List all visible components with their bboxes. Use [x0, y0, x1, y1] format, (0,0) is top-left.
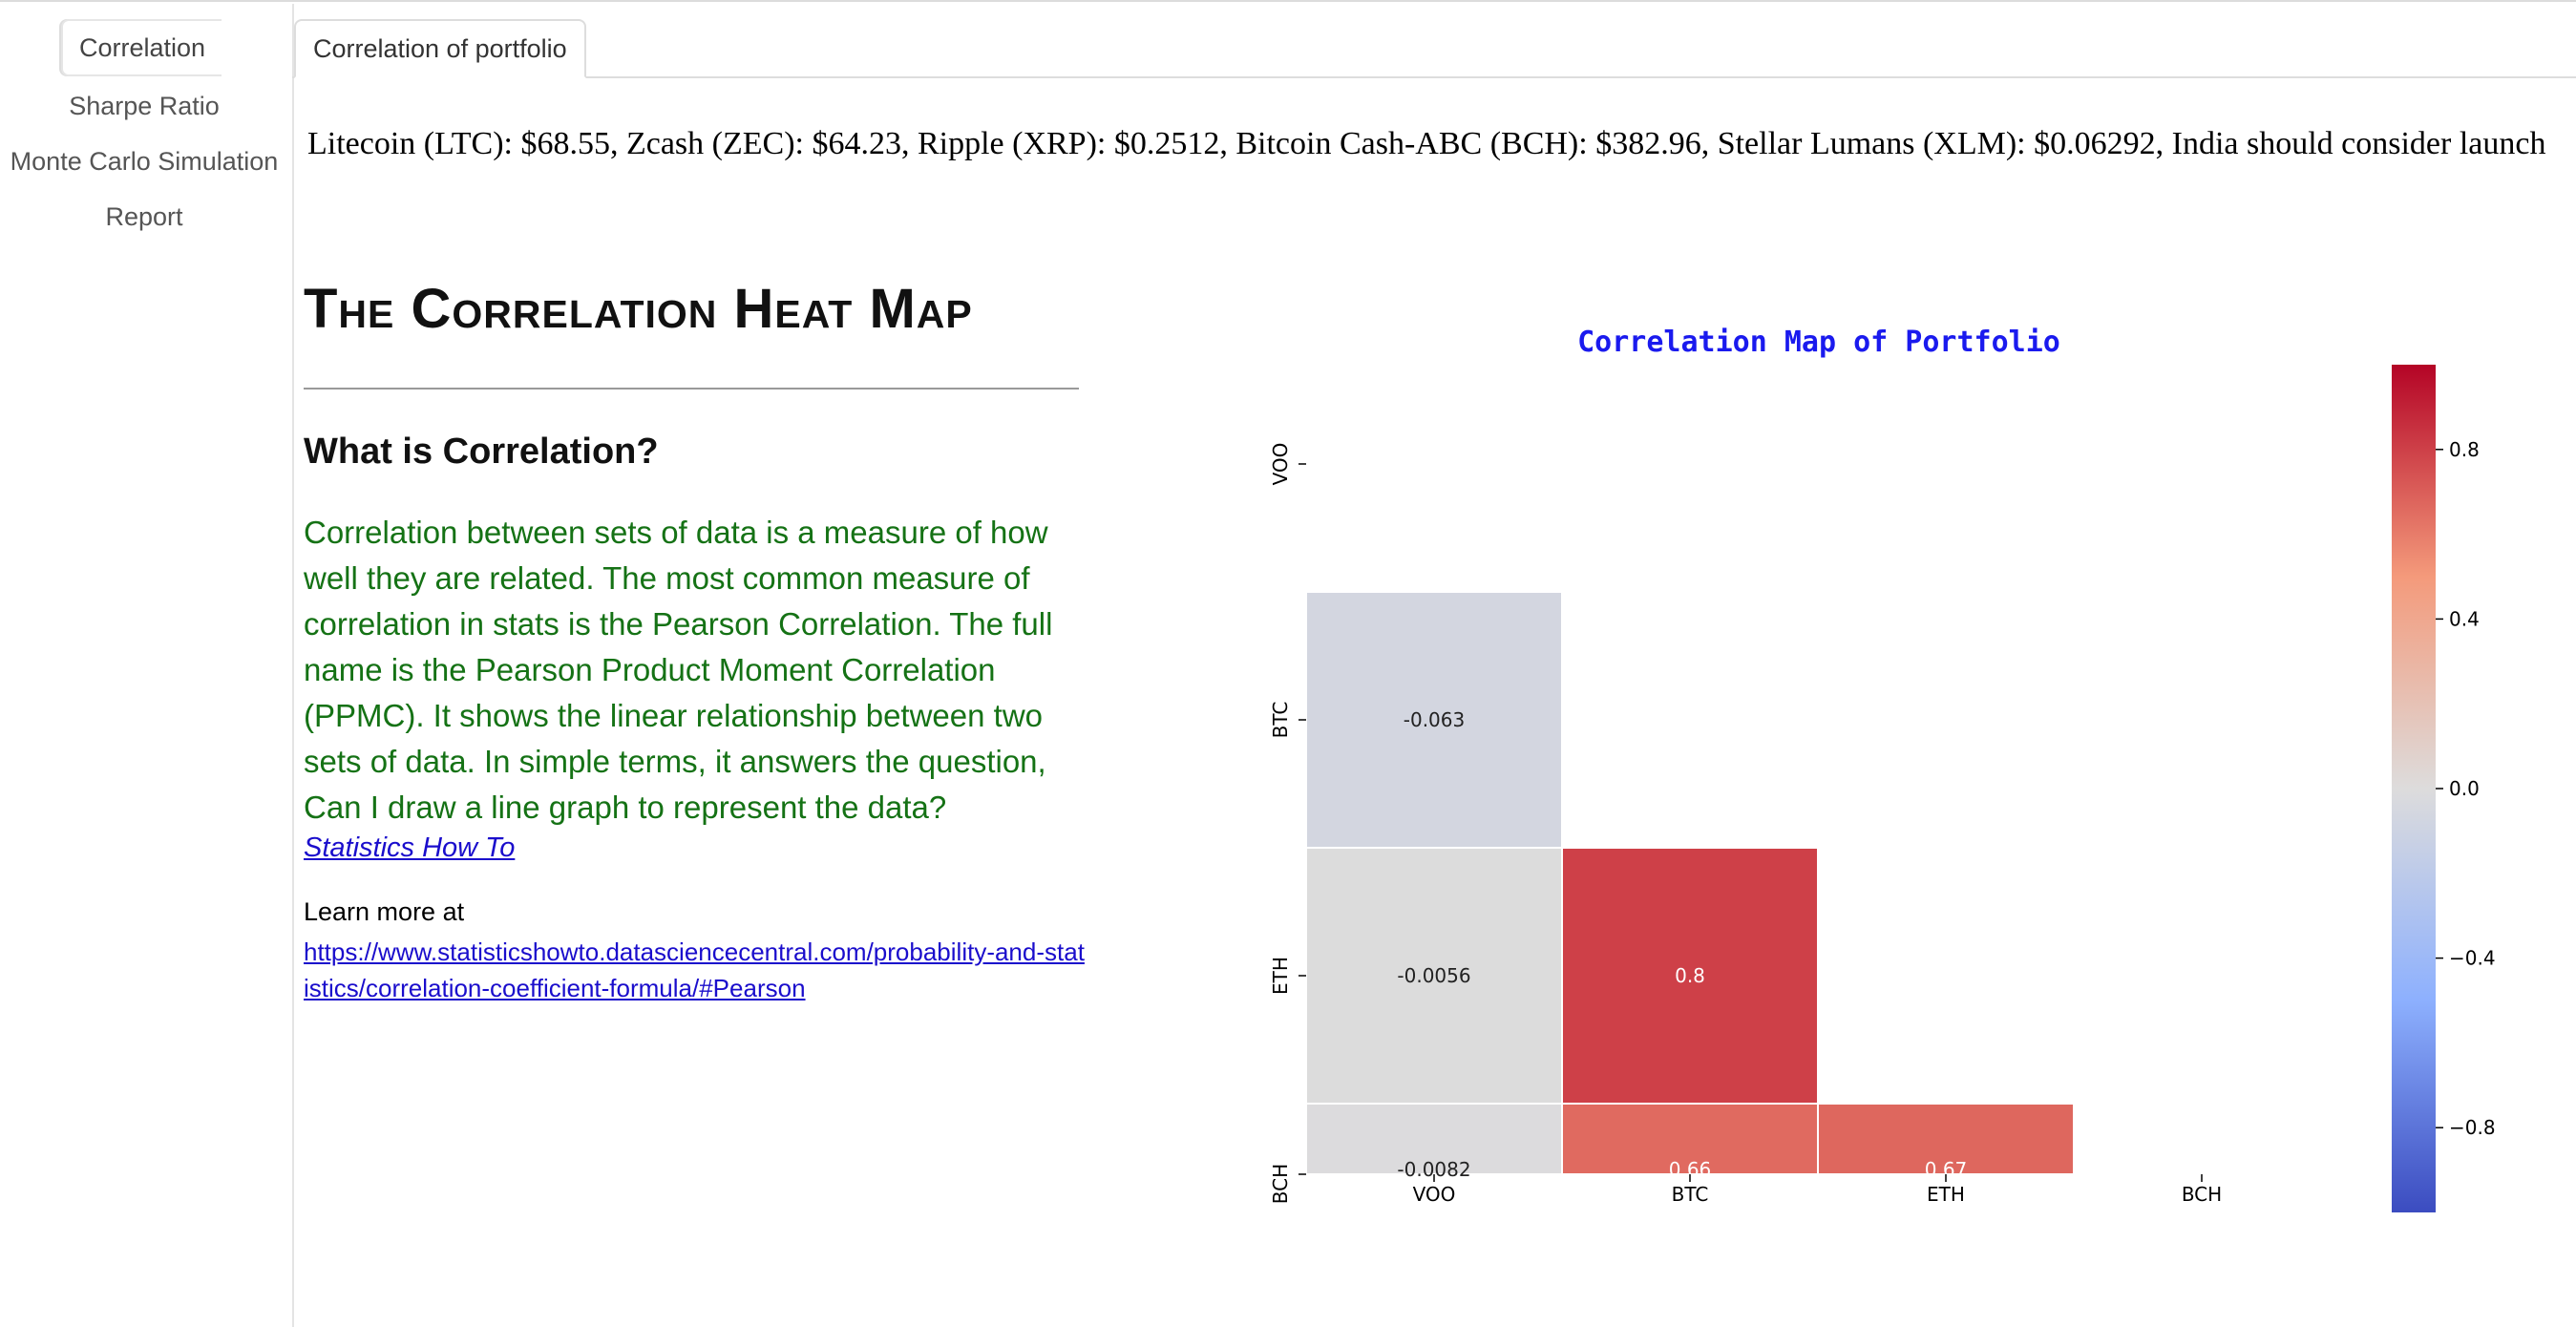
heatmap-value-label: -0.063 — [1404, 708, 1465, 731]
top-border — [0, 0, 2576, 6]
y-tick-label: VOO — [1269, 443, 1292, 486]
y-tick-label: BTC — [1269, 702, 1292, 739]
source-link[interactable]: Statistics How To — [304, 832, 516, 863]
tab-correlation-of-portfolio[interactable]: Correlation of portfolio — [294, 19, 586, 78]
page-title: The Correlation Heat Map — [304, 278, 973, 340]
correlation-description: Correlation between sets of data is a me… — [304, 515, 1053, 825]
heatmap-cell-eth-voo — [1305, 847, 1563, 1105]
heatmap-cell-bch-eth — [1817, 1103, 2075, 1175]
section-heading: What is Correlation? — [304, 432, 659, 472]
heatmap-value-label: -0.0056 — [1397, 964, 1470, 987]
x-tick-label: VOO — [1413, 1183, 1456, 1206]
y-tick-label: ETH — [1269, 957, 1292, 995]
divider — [304, 388, 1079, 390]
x-tick-label: BTC — [1672, 1183, 1709, 1206]
sidebar-item-correlation[interactable]: Correlation — [61, 19, 222, 76]
colorbar-tick-label: −0.8 — [2449, 1116, 2496, 1139]
tab-bar: Correlation of portfolio — [292, 19, 2576, 78]
learn-more-label: Learn more at — [304, 897, 465, 926]
sidebar-item-report[interactable]: Report — [105, 202, 183, 231]
chart-title: Correlation Map of Portfolio — [1577, 326, 2060, 359]
colorbar — [2392, 365, 2436, 1212]
reference-url-link[interactable]: https://www.statisticshowto.datasciencec… — [304, 937, 1085, 1002]
x-tick-label: ETH — [1927, 1183, 1965, 1206]
colorbar-tick-label: 0.4 — [2449, 607, 2480, 630]
x-tick-label: BCH — [2182, 1183, 2222, 1206]
sidebar: Correlation Sharpe Ratio Monte Carlo Sim… — [0, 4, 294, 1327]
colorbar-tick-label: 0.0 — [2449, 777, 2480, 800]
sidebar-item-sharpe-ratio[interactable]: Sharpe Ratio — [69, 92, 220, 120]
correlation-heatmap: Correlation Map of Portfolio -0.063 -0.00… — [1269, 326, 2496, 1212]
heatmap-cell-btc-voo — [1305, 591, 1563, 849]
news-ticker: Litecoin (LTC): $68.55, Zcash (ZEC): $64… — [307, 126, 2546, 161]
sidebar-item-monte-carlo[interactable]: Monte Carlo Simulation — [10, 147, 279, 176]
heatmap-cell-eth-btc — [1561, 847, 1819, 1105]
colorbar-tick-label: −0.4 — [2449, 947, 2496, 970]
y-tick-label: BCH — [1269, 1164, 1292, 1204]
heatmap-value-label: 0.8 — [1675, 964, 1705, 987]
colorbar-tick-label: 0.8 — [2449, 438, 2480, 461]
